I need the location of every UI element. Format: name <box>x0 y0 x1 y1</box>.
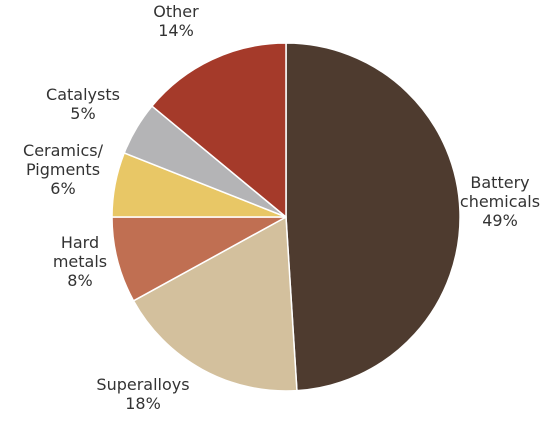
pie-label-text: Other <box>153 2 199 21</box>
pie-slice-superalloys <box>132 216 298 392</box>
pie-label-text: Ceramics/ <box>23 141 104 160</box>
pie-label-superalloys: Superalloys 18% <box>96 375 189 413</box>
pie-labels: Battery chemicals 49% Superalloys 18% Hard met… <box>23 2 540 413</box>
pie-label-hard-metals: Hard metals 8% <box>53 233 107 290</box>
pie-label-text: Catalysts <box>46 85 120 104</box>
pie-label-text: Battery <box>470 173 529 192</box>
pie-label-percent: 49% <box>482 211 518 230</box>
pie-label-text: metals <box>53 252 107 271</box>
pie-label-text: Superalloys <box>96 375 189 394</box>
pie-slice-battery-chemicals <box>285 42 461 392</box>
pie-label-percent: 14% <box>158 21 194 40</box>
pie-slices <box>111 42 461 392</box>
pie-label-catalysts: Catalysts 5% <box>46 85 120 123</box>
pie-label-percent: 6% <box>50 179 75 198</box>
pie-label-percent: 18% <box>125 394 161 413</box>
pie-label-text: Hard <box>61 233 99 252</box>
pie-slice-other <box>151 42 287 218</box>
pie-label-text: Pigments <box>26 160 100 179</box>
pie-label-ceramics-pigments: Ceramics/Pigments 6% <box>23 141 104 198</box>
pie-label-battery-chemicals: Battery chemicals 49% <box>460 173 540 230</box>
pie-label-text: chemicals <box>460 192 540 211</box>
pie-label-percent: 8% <box>67 271 92 290</box>
pie-label-other: Other 14% <box>153 2 199 40</box>
pie-label-percent: 5% <box>70 104 95 123</box>
